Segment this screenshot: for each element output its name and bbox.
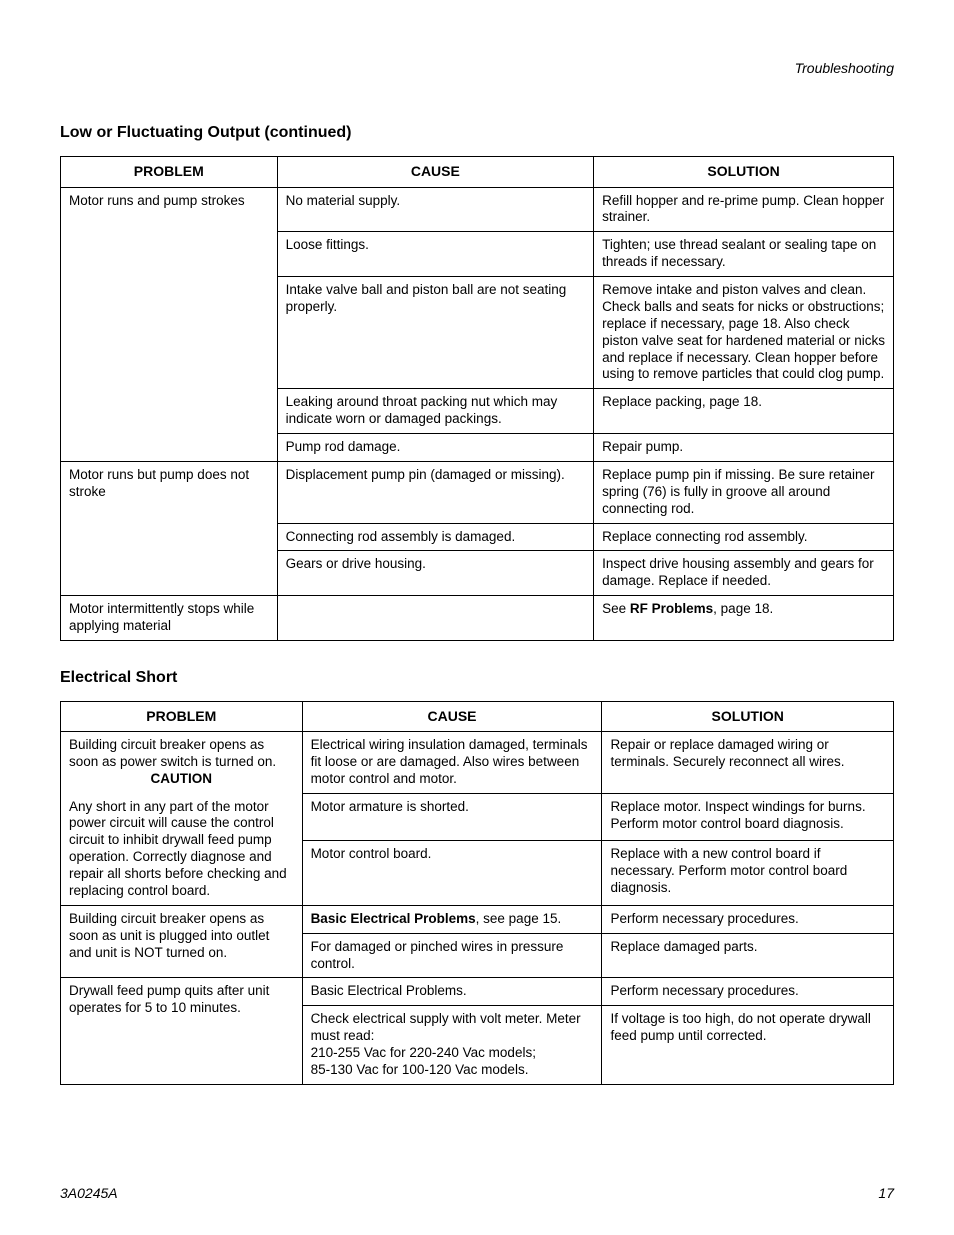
table-row: Motor runs but pump does not stroke Disp… — [61, 461, 894, 523]
col-header-solution: SOLUTION — [594, 157, 894, 188]
problem-cell: Drywall feed pump quits after unit opera… — [61, 978, 303, 1084]
troubleshooting-table-output: PROBLEM CAUSE SOLUTION Motor runs and pu… — [60, 156, 894, 641]
manual-page: Troubleshooting Low or Fluctuating Outpu… — [0, 0, 954, 1235]
problem-cell: Building circuit breaker opens as soon a… — [61, 905, 303, 978]
solution-cell: Replace with a new control board if nece… — [602, 841, 894, 906]
cause-cell: Pump rod damage. — [277, 434, 594, 462]
col-header-solution: SOLUTION — [602, 701, 894, 732]
col-header-cause: CAUSE — [277, 157, 594, 188]
solution-cell: Inspect drive housing assembly and gears… — [594, 551, 894, 596]
cause-cell: Leaking around throat packing nut which … — [277, 389, 594, 434]
solution-cell: Remove intake and piston valves and clea… — [594, 277, 894, 389]
problem-cell: Motor runs and pump strokes — [61, 187, 278, 461]
cause-cell: Basic Electrical Problems. — [302, 978, 602, 1006]
troubleshooting-table-electrical: PROBLEM CAUSE SOLUTION Building circuit … — [60, 701, 894, 1085]
solution-cell: Replace pump pin if missing. Be sure ret… — [594, 461, 894, 523]
col-header-cause: CAUSE — [302, 701, 602, 732]
cause-cell: Basic Electrical Problems, see page 15. — [302, 905, 602, 933]
table-row: Motor runs and pump strokes No material … — [61, 187, 894, 232]
problem-cell: Building circuit breaker opens as soon a… — [61, 732, 303, 794]
table-row: Any short in any part of the motor power… — [61, 794, 894, 841]
solution-cell: Refill hopper and re-prime pump. Clean h… — [594, 187, 894, 232]
solution-cell: Tighten; use thread sealant or sealing t… — [594, 232, 894, 277]
col-header-problem: PROBLEM — [61, 157, 278, 188]
caution-label: CAUTION — [69, 771, 294, 788]
cause-cell: Loose fittings. — [277, 232, 594, 277]
problem-cell: Motor runs but pump does not stroke — [61, 461, 278, 595]
solution-cell: Replace connecting rod assembly. — [594, 523, 894, 551]
solution-cell: Repair pump. — [594, 434, 894, 462]
cause-cell: Displacement pump pin (damaged or missin… — [277, 461, 594, 523]
cause-cell: Connecting rod assembly is damaged. — [277, 523, 594, 551]
solution-cell: See RF Problems, page 18. — [594, 596, 894, 641]
solution-cell: Repair or replace damaged wiring or term… — [602, 732, 894, 794]
problem-cell: Motor intermittently stops while applyin… — [61, 596, 278, 641]
cause-text: , see page 15. — [476, 911, 562, 926]
table-row: Motor intermittently stops while applyin… — [61, 596, 894, 641]
page-footer: 3A0245A 17 — [60, 1185, 894, 1201]
solution-cell: If voltage is too high, do not operate d… — [602, 1006, 894, 1085]
problem-cell: Any short in any part of the motor power… — [61, 794, 303, 906]
cause-cell: Electrical wiring insulation damaged, te… — [302, 732, 602, 794]
cause-cell — [277, 596, 594, 641]
solution-text: , page 18. — [713, 601, 773, 616]
solution-cell: Replace packing, page 18. — [594, 389, 894, 434]
section-title-output: Low or Fluctuating Output (continued) — [60, 124, 894, 142]
solution-cell: Perform necessary procedures. — [602, 978, 894, 1006]
cause-cell: No material supply. — [277, 187, 594, 232]
running-header: Troubleshooting — [60, 60, 894, 76]
solution-cell: Replace motor. Inspect windings for burn… — [602, 794, 894, 841]
footer-doc-id: 3A0245A — [60, 1185, 118, 1201]
cause-cell: Gears or drive housing. — [277, 551, 594, 596]
cause-cell: Motor control board. — [302, 841, 602, 906]
cause-cell: Intake valve ball and piston ball are no… — [277, 277, 594, 389]
solution-cell: Perform necessary procedures. — [602, 905, 894, 933]
section-title-electrical: Electrical Short — [60, 669, 894, 687]
cause-bold: Basic Electrical Problems — [311, 911, 476, 926]
table-row: Building circuit breaker opens as soon a… — [61, 905, 894, 933]
cause-cell: Check electrical supply with volt meter.… — [302, 1006, 602, 1085]
col-header-problem: PROBLEM — [61, 701, 303, 732]
footer-page-number: 17 — [878, 1185, 894, 1201]
table-row: Building circuit breaker opens as soon a… — [61, 732, 894, 794]
table-row: Drywall feed pump quits after unit opera… — [61, 978, 894, 1006]
solution-cell: Replace damaged parts. — [602, 933, 894, 978]
solution-bold: RF Problems — [630, 601, 713, 616]
cause-cell: Motor armature is shorted. — [302, 794, 602, 841]
cause-cell: For damaged or pinched wires in pressure… — [302, 933, 602, 978]
problem-text: Building circuit breaker opens as soon a… — [69, 737, 276, 769]
solution-text: See — [602, 601, 630, 616]
